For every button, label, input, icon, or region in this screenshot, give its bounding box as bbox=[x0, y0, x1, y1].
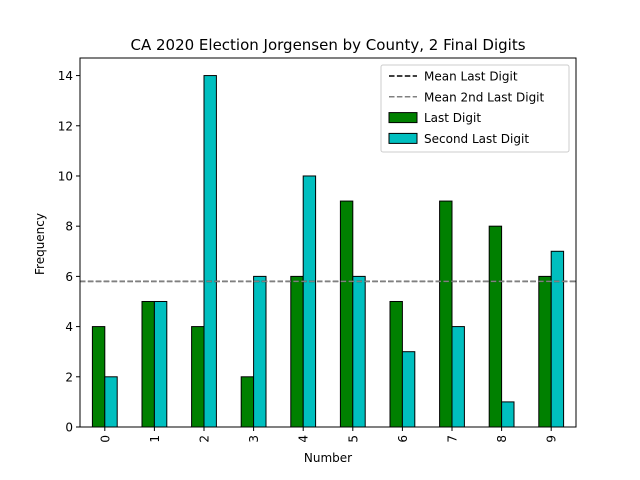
x-tick-label: 0 bbox=[98, 435, 112, 443]
y-tick-label: 12 bbox=[58, 119, 73, 133]
x-tick-label: 1 bbox=[148, 435, 162, 443]
bar-last-digit-5 bbox=[339, 200, 354, 428]
x-tick-label: 8 bbox=[495, 435, 509, 443]
bar-second-last-digit-3 bbox=[253, 275, 267, 428]
axes-frame bbox=[79, 57, 577, 428]
bar-last-digit-6 bbox=[389, 300, 403, 428]
legend-patch-swatch bbox=[388, 112, 418, 124]
x-tick-label: 6 bbox=[396, 435, 410, 443]
x-axis-label: Number bbox=[304, 451, 352, 465]
legend-label: Second Last Digit bbox=[424, 132, 529, 146]
y-tick-label: 6 bbox=[65, 270, 73, 284]
legend: Mean Last Digit Mean 2nd Last Digit Last D… bbox=[380, 64, 570, 153]
x-tick-label: 7 bbox=[446, 435, 460, 443]
y-tick-label: 10 bbox=[58, 169, 73, 183]
bar-last-digit-4 bbox=[290, 275, 304, 428]
y-axis-label: Frequency bbox=[33, 213, 47, 275]
bar-last-digit-7 bbox=[439, 200, 453, 428]
bar-second-last-digit-8 bbox=[501, 401, 515, 428]
bar-second-last-digit-9 bbox=[550, 250, 565, 428]
x-tick-label: 3 bbox=[247, 435, 261, 443]
bar-second-last-digit-2 bbox=[203, 75, 217, 428]
y-tick-label: 8 bbox=[65, 220, 73, 234]
x-tick-label: 9 bbox=[545, 435, 559, 443]
bar-second-last-digit-5 bbox=[352, 275, 366, 428]
bar-second-last-digit-7 bbox=[451, 326, 465, 428]
bar-last-digit-8 bbox=[488, 225, 503, 428]
y-tick-label: 2 bbox=[65, 370, 73, 384]
bar-last-digit-2 bbox=[191, 326, 205, 428]
bar-second-last-digit-0 bbox=[104, 376, 118, 428]
legend-label: Last Digit bbox=[424, 111, 481, 125]
y-tick-label: 4 bbox=[65, 320, 73, 334]
legend-patch-swatch bbox=[388, 132, 418, 144]
bar-last-digit-9 bbox=[538, 275, 552, 428]
chart-title: CA 2020 Election Jorgensen by County, 2 … bbox=[130, 36, 525, 54]
legend-box bbox=[380, 64, 570, 153]
x-tick-label: 4 bbox=[297, 435, 311, 443]
y-tick-label: 0 bbox=[65, 421, 73, 435]
bar-second-last-digit-6 bbox=[401, 351, 416, 428]
bar-last-digit-3 bbox=[240, 376, 255, 428]
x-tick-label: 2 bbox=[198, 435, 212, 443]
bar-second-last-digit-1 bbox=[153, 300, 168, 428]
y-tick-label: 14 bbox=[58, 69, 73, 83]
legend-label: Mean Last Digit bbox=[424, 70, 518, 84]
legend-label: Mean 2nd Last Digit bbox=[424, 90, 545, 104]
bar-second-last-digit-4 bbox=[302, 175, 317, 428]
bar-last-digit-1 bbox=[141, 300, 155, 428]
bar-last-digit-0 bbox=[91, 326, 106, 428]
x-tick-label: 5 bbox=[346, 435, 360, 443]
